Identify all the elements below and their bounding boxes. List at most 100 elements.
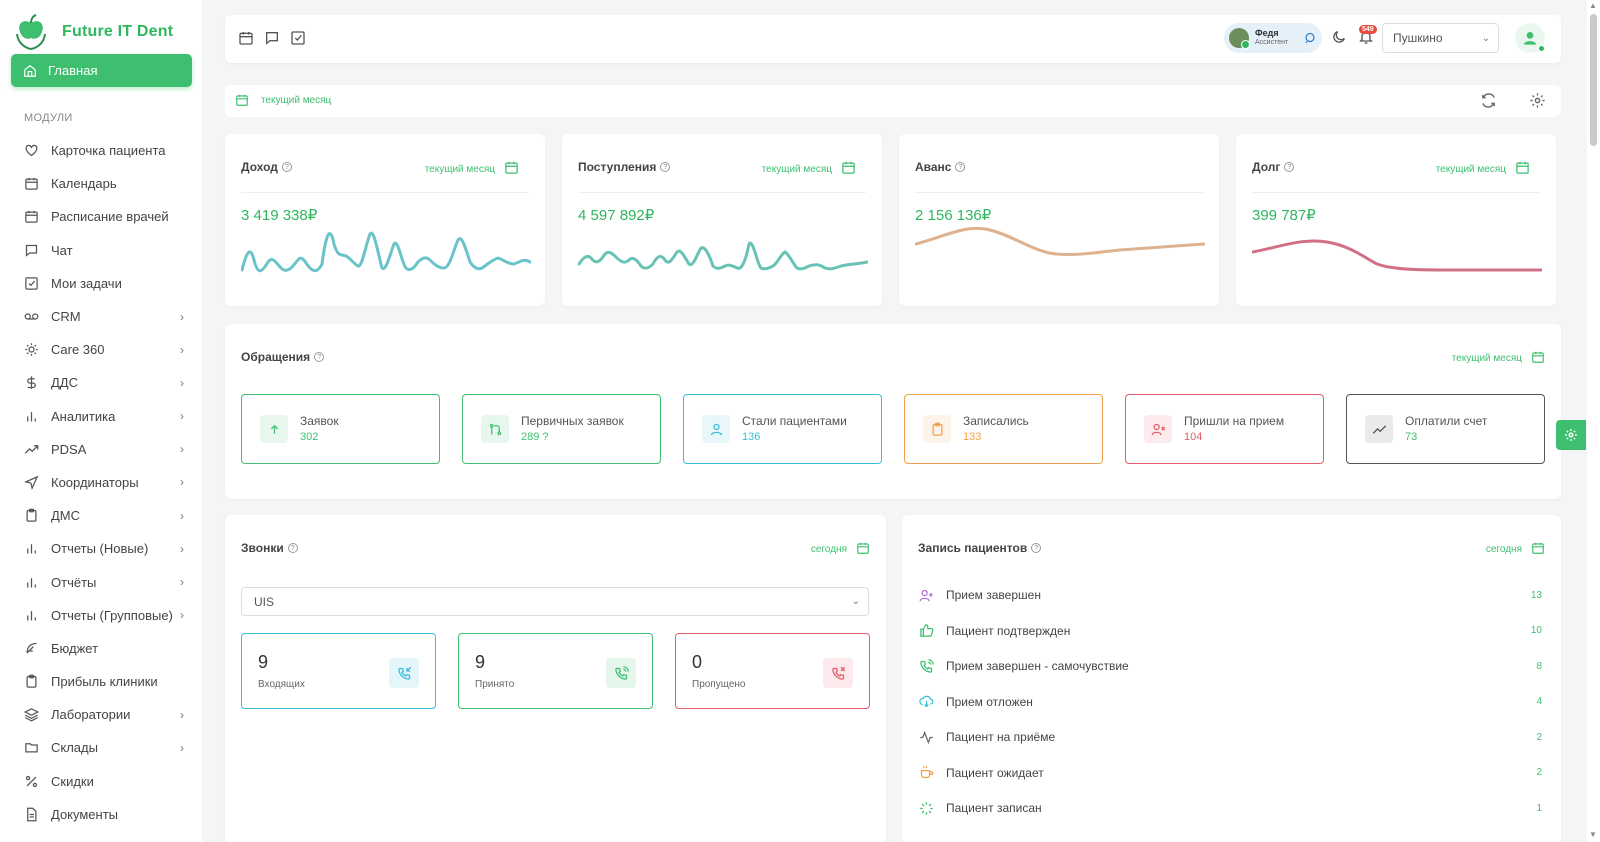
stat-label: Стали пациентами [742,414,847,428]
chevron-right-icon: › [180,375,184,390]
scrollbar-thumb[interactable] [1590,14,1597,146]
sidebar-item-19[interactable]: Скидки [0,765,202,798]
sidebar-item-11[interactable]: ДМС › [0,499,202,532]
tasks-icon[interactable] [289,29,307,47]
period-selector[interactable]: текущий месяц [1436,160,1530,178]
floating-settings-button[interactable] [1556,420,1586,450]
chat-icon[interactable] [263,29,281,47]
help-icon[interactable]: ? [955,162,966,172]
page-scrollbar[interactable]: ▲ ▼ [1587,0,1600,842]
sidebar-item-label: Главная [48,63,98,78]
stat-value: 302 [300,431,319,443]
record-status-count: 1 [1536,802,1542,814]
sidebar-item-13[interactable]: Отчёты › [0,565,202,598]
appeal-stat-3[interactable]: Записались 133 [904,394,1103,464]
appeal-stat-2[interactable]: Стали пациентами 136 [683,394,882,464]
patient-records-card: Запись пациентов? сегодня Прием завершен… [902,515,1561,842]
logo-icon [16,14,46,50]
calendar-icon[interactable] [235,93,249,110]
sidebar-item-label: Чат [51,242,73,258]
sidebar-item-20[interactable]: Документы [0,798,202,831]
record-status-row[interactable]: Прием отложен 4 [918,692,1542,712]
stat-value: 73 [1405,431,1418,443]
sidebar-item-4[interactable]: Мои задачи [0,267,202,300]
sidebar-item-label: ДДС [51,375,78,391]
app-logo[interactable]: Future IT Dent [14,12,173,52]
record-status-label: Прием отложен [946,694,1033,709]
card-title: Аванс? [915,160,966,174]
settings-button[interactable] [1529,92,1546,112]
refresh-button[interactable] [1480,92,1497,112]
period-label: текущий месяц [1451,353,1522,364]
scroll-down-arrow-icon[interactable]: ▼ [1589,830,1597,839]
help-icon[interactable]: ? [314,352,325,362]
thumbs-up-icon [918,623,934,639]
clipboard-icon [923,415,951,443]
user-switcher[interactable]: Федя Ассистент [1224,23,1322,53]
branch-select[interactable]: Пушкино ⌄ [1382,23,1499,53]
sidebar-item-12[interactable]: Отчеты (Новые) › [0,532,202,565]
navigation-icon [23,474,39,490]
record-status-count: 13 [1530,589,1542,601]
sidebar-item-home[interactable]: Главная [11,54,192,87]
period-selector[interactable]: сегодня [1486,541,1545,558]
scroll-up-arrow-icon[interactable]: ▲ [1589,1,1597,10]
sidebar-item-5[interactable]: CRM › [0,300,202,333]
avatar [1229,28,1250,49]
help-icon[interactable]: ? [1284,162,1295,172]
sidebar-item-0[interactable]: Карточка пациента [0,134,202,167]
telephony-provider-select[interactable]: UIS ⌄ [241,587,869,616]
sun-icon [23,342,39,358]
record-status-row[interactable]: Пациент ожидает 2 [918,763,1542,783]
period-filter[interactable]: текущий месяц [261,95,332,106]
period-selector[interactable]: текущий месяц [762,160,856,178]
record-status-row[interactable]: Прием завершен - самочувствие 8 [918,656,1542,676]
appeal-stat-0[interactable]: Заявок 302 [241,394,440,464]
sidebar-item-8[interactable]: Аналитика › [0,400,202,433]
period-selector[interactable]: текущий месяц [425,160,519,178]
record-status-row[interactable]: Прием завершен 13 [918,585,1542,605]
record-status-row[interactable]: Пациент записан 1 [918,798,1542,818]
chat-bubble-icon [1305,32,1315,44]
sidebar-item-label: Скидки [51,773,94,789]
sidebar-item-15[interactable]: Бюджет [0,632,202,665]
sidebar-item-3[interactable]: Чат [0,234,202,267]
sidebar-item-18[interactable]: Склады › [0,731,202,764]
sidebar-item-16[interactable]: Прибыль клиники [0,665,202,698]
chevron-right-icon: › [180,409,184,424]
period-selector[interactable]: текущий месяц [1452,350,1545,367]
help-icon[interactable]: ? [660,162,671,172]
sidebar-item-label: Отчёты [51,574,97,590]
sidebar-item-label: Календарь [51,176,117,192]
call-label: Входящих [258,679,305,690]
calendar-icon [1531,350,1545,367]
appeal-stat-5[interactable]: Оплатили счет 73 [1346,394,1545,464]
sidebar-item-10[interactable]: Координаторы › [0,466,202,499]
heart-icon [23,143,39,159]
record-status-row[interactable]: Пациент подтвержден 10 [918,621,1542,641]
app-name: Future IT Dent [62,23,174,40]
moon-icon [1333,31,1345,43]
dark-mode-toggle[interactable] [1331,29,1347,48]
sidebar-item-7[interactable]: ДДС › [0,366,202,399]
record-status-row[interactable]: Пациент на приёме 2 [918,727,1542,747]
call-stat-1[interactable]: 9 Принято [458,633,653,709]
appeal-stat-4[interactable]: Пришли на прием 104 [1125,394,1324,464]
help-icon[interactable]: ? [287,543,298,553]
sidebar-item-9[interactable]: PDSA › [0,433,202,466]
profile-button[interactable] [1515,23,1545,53]
sidebar-item-17[interactable]: Лаборатории › [0,698,202,731]
refresh-cloud-icon [918,694,934,710]
period-selector[interactable]: сегодня [811,541,870,558]
sidebar-item-1[interactable]: Календарь [0,167,202,200]
appeal-stat-1[interactable]: Первичных заявок 289 ? [462,394,661,464]
call-stat-2[interactable]: 0 Пропущено [675,633,870,709]
sidebar-item-6[interactable]: Care 360 › [0,333,202,366]
sidebar-item-2[interactable]: Расписание врачей [0,200,202,233]
calendar-icon[interactable] [237,29,255,47]
sidebar-item-14[interactable]: Отчеты (Групповые) › [0,599,202,632]
help-icon[interactable]: ? [1031,543,1042,553]
calendar-icon [841,160,856,178]
call-stat-0[interactable]: 9 Входящих [241,633,436,709]
help-icon[interactable]: ? [281,162,292,172]
